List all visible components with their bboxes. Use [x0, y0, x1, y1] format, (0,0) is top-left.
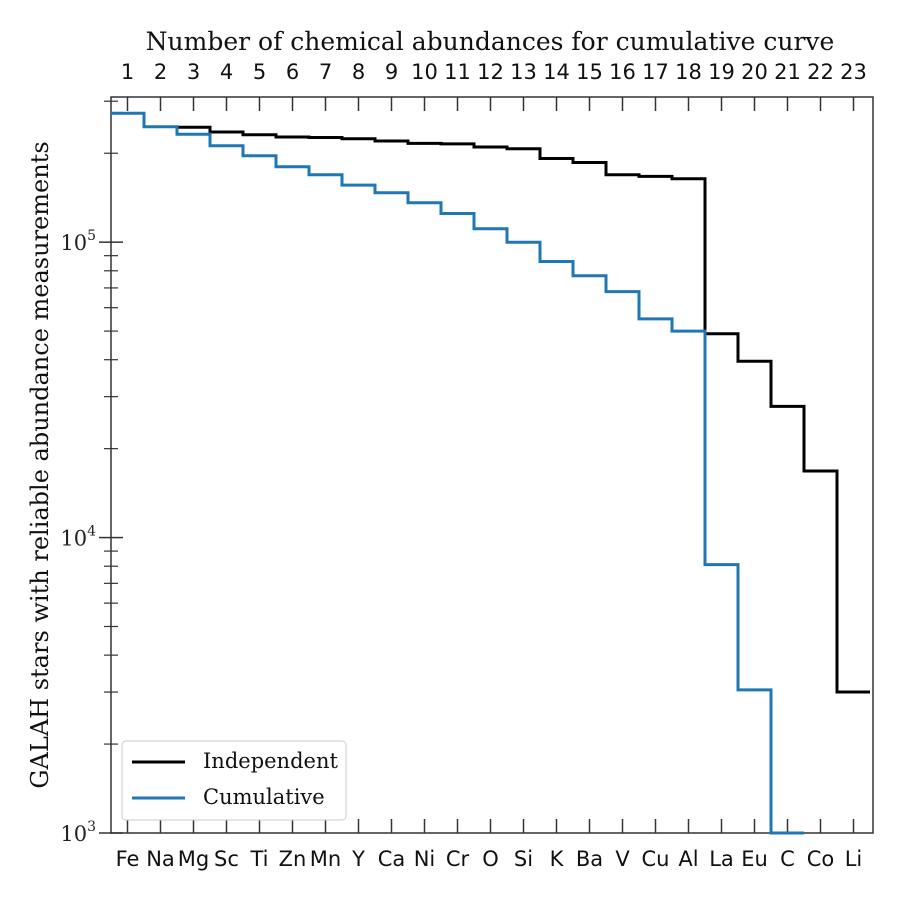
y-axis-label: GALAH stars with reliable abundance meas… [26, 141, 54, 788]
x-tick-label: Si [514, 847, 533, 871]
x-tick-label: Ni [414, 847, 436, 871]
x-tick-label: Li [845, 847, 863, 871]
top-tick-label: 2 [154, 60, 167, 84]
x-tick-label: Mn [310, 847, 341, 871]
series-line-cumulative [111, 111, 804, 835]
x-tick-label: Co [807, 847, 835, 871]
top-tick-label: 23 [840, 60, 867, 84]
x-tick-label: Ca [378, 847, 406, 871]
x-tick-label: Fe [116, 847, 140, 871]
top-tick-label: 1 [121, 60, 134, 84]
y-tick-label: 103 [60, 819, 96, 846]
top-tick-label: 21 [774, 60, 801, 84]
top-tick-label: 6 [286, 60, 299, 84]
legend: Independent Cumulative [121, 740, 347, 821]
top-tick-label: 10 [411, 60, 438, 84]
top-tick-label: 17 [642, 60, 669, 84]
top-tick-label: 5 [253, 60, 266, 84]
legend-label-independent: Independent [203, 749, 338, 773]
x-tick-label: Mg [178, 847, 209, 871]
top-tick-label: 15 [576, 60, 603, 84]
series-lines [111, 111, 870, 835]
top-tick-label: 4 [220, 60, 233, 84]
x-tick-label: Ba [576, 847, 603, 871]
x-tick-label: Eu [741, 847, 768, 871]
top-axis-label: Number of chemical abundances for cumula… [146, 27, 835, 56]
top-tick-label: 9 [385, 60, 398, 84]
top-tick-label: 20 [741, 60, 768, 84]
top-tick-label: 16 [609, 60, 636, 84]
x-tick-label: Zn [279, 847, 307, 871]
x-tick-label: Sc [214, 847, 239, 871]
top-tick-label: 3 [187, 60, 200, 84]
x-top-ticks: 1 2 3 4 5 6 7 8 9 10 11 12 13 14 15 16 17 18 19 20 21 22 23 [121, 60, 867, 111]
top-tick-label: 8 [352, 60, 365, 84]
top-tick-label: 13 [510, 60, 537, 84]
top-tick-label: 14 [543, 60, 570, 84]
x-tick-label: C [780, 847, 795, 871]
x-tick-label: Al [678, 847, 698, 871]
x-tick-label: Y [351, 847, 365, 871]
x-tick-label: K [550, 847, 565, 871]
top-tick-label: 22 [807, 60, 834, 84]
x-tick-label: Cr [446, 847, 470, 871]
y-tick-label: 104 [60, 524, 96, 551]
x-tick-label: Cu [642, 847, 670, 871]
top-tick-label: 18 [675, 60, 702, 84]
axes [110, 96, 874, 834]
series-line-independent [177, 125, 870, 694]
plot-frame [110, 96, 874, 834]
y-minor-ticks [104, 100, 118, 745]
x-tick-label: V [615, 847, 630, 871]
x-tick-label: Na [146, 847, 175, 871]
x-tick-label: O [482, 847, 499, 871]
top-tick-label: 7 [319, 60, 332, 84]
y-ticks: 103 104 105 [60, 228, 123, 846]
legend-label-cumulative: Cumulative [203, 785, 325, 809]
top-tick-label: 12 [477, 60, 504, 84]
top-tick-label: 19 [708, 60, 735, 84]
x-tick-label: La [709, 847, 734, 871]
top-tick-label: 11 [444, 60, 471, 84]
y-tick-label: 105 [60, 228, 96, 255]
x-tick-label: Ti [249, 847, 268, 871]
x-bottom-ticks: Fe Na Mg Sc Ti Zn Mn Y Ca Ni Cr O Si K Ba V Cu Al La Eu C Co L… [116, 819, 863, 871]
